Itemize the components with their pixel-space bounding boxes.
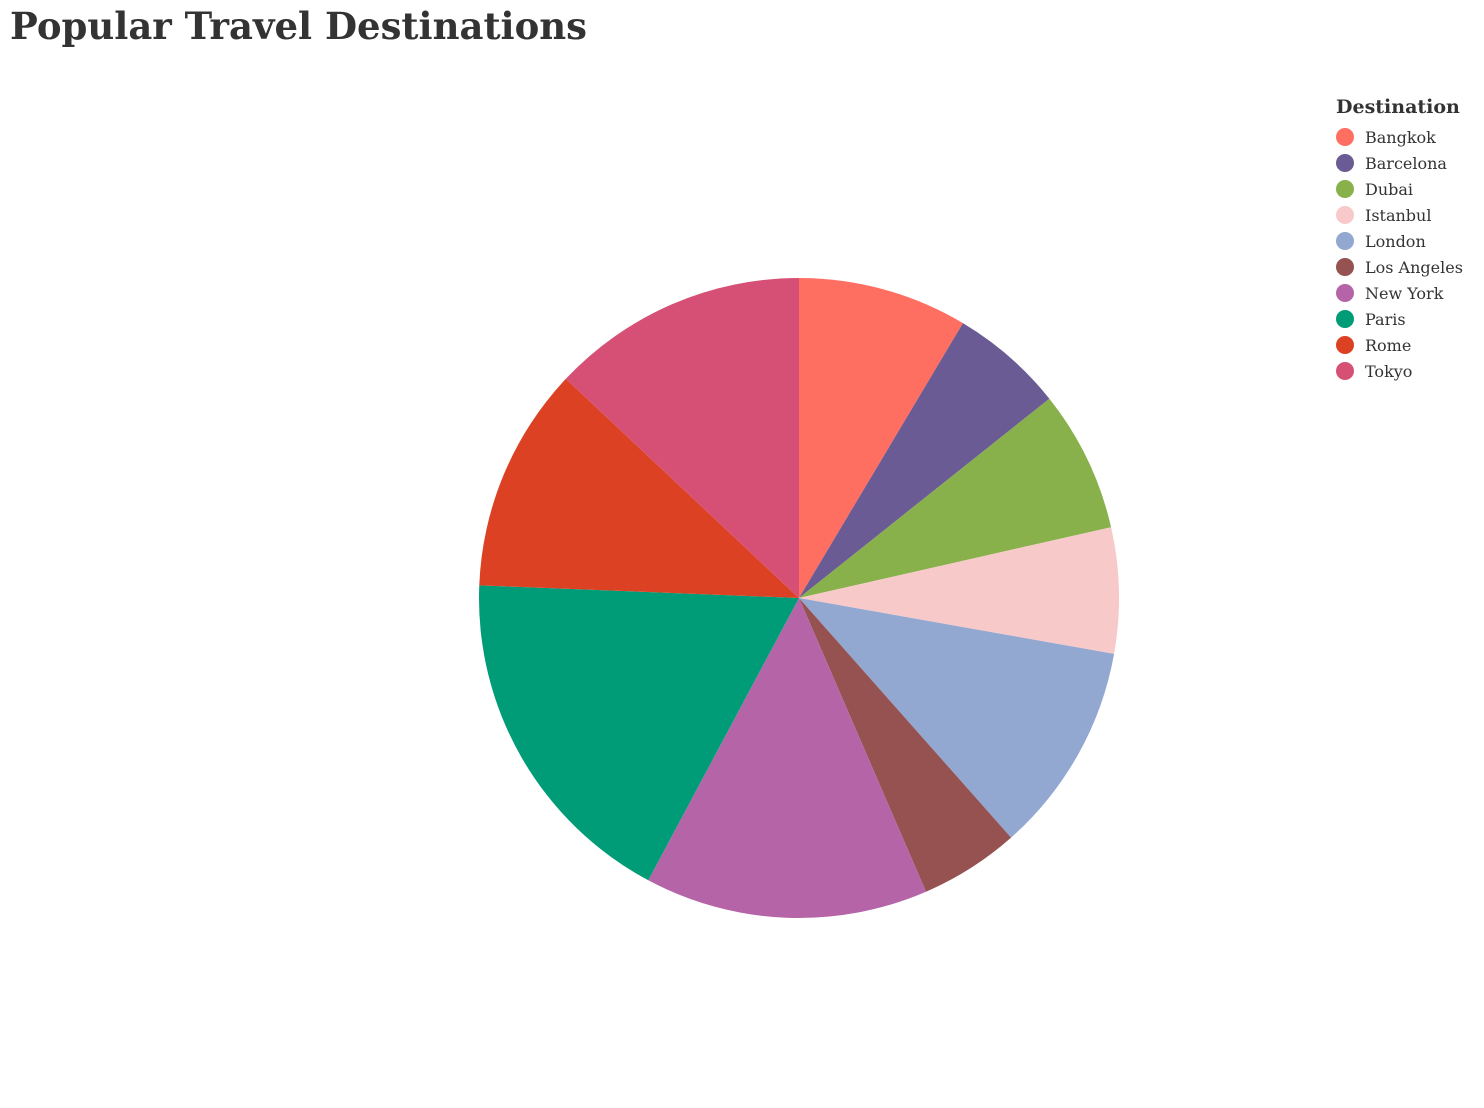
chart-title: Popular Travel Destinations (10, 4, 588, 48)
pie-slice-istanbul[interactable] (799, 527, 1119, 654)
pie-slice-barcelona[interactable] (799, 323, 1050, 598)
legend-item-istanbul[interactable]: Istanbul (1336, 202, 1463, 228)
legend-swatch (1336, 154, 1354, 172)
legend-swatch (1336, 180, 1354, 198)
legend-item-dubai[interactable]: Dubai (1336, 176, 1463, 202)
pie-slice-london[interactable] (799, 598, 1115, 838)
pie-slice-bangkok[interactable] (799, 278, 963, 598)
legend-swatch (1336, 232, 1354, 250)
legend-label: Dubai (1365, 179, 1414, 199)
legend-swatch (1336, 206, 1354, 224)
legend-item-new-york[interactable]: New York (1336, 280, 1463, 306)
legend-swatch (1336, 258, 1354, 276)
pie-slice-paris[interactable] (478, 585, 799, 881)
legend-label: Rome (1365, 335, 1412, 355)
legend-item-london[interactable]: London (1336, 228, 1463, 254)
legend-swatch (1336, 362, 1354, 380)
legend-item-tokyo[interactable]: Tokyo (1336, 358, 1463, 384)
legend: Destination Bangkok Barcelona Dubai Istanbu… (1336, 96, 1463, 384)
pie-slice-dubai[interactable] (799, 398, 1112, 598)
legend-items: Bangkok Barcelona Dubai Istanbul London Los A… (1336, 124, 1463, 384)
legend-label: Barcelona (1365, 153, 1447, 173)
legend-item-rome[interactable]: Rome (1336, 332, 1463, 358)
legend-swatch (1336, 310, 1354, 328)
legend-title: Destination (1336, 96, 1460, 118)
legend-label: Los Angeles (1365, 257, 1463, 277)
legend-label: Tokyo (1365, 361, 1413, 381)
legend-item-paris[interactable]: Paris (1336, 306, 1463, 332)
legend-label: Bangkok (1365, 127, 1436, 147)
legend-item-los-angeles[interactable]: Los Angeles (1336, 254, 1463, 280)
legend-swatch (1336, 128, 1354, 146)
legend-label: New York (1365, 283, 1444, 303)
legend-label: London (1365, 231, 1426, 251)
legend-label: Istanbul (1365, 205, 1432, 225)
pie-slice-rome[interactable] (479, 378, 799, 598)
legend-swatch (1336, 336, 1354, 354)
pie-slices (478, 278, 1119, 919)
legend-label: Paris (1365, 309, 1406, 329)
legend-swatch (1336, 284, 1354, 302)
legend-item-barcelona[interactable]: Barcelona (1336, 150, 1463, 176)
legend-item-bangkok[interactable]: Bangkok (1336, 124, 1463, 150)
pie-slice-tokyo[interactable] (565, 278, 799, 598)
pie-slice-new-york[interactable] (648, 598, 926, 919)
pie-slice-los-angeles[interactable] (799, 598, 1012, 892)
